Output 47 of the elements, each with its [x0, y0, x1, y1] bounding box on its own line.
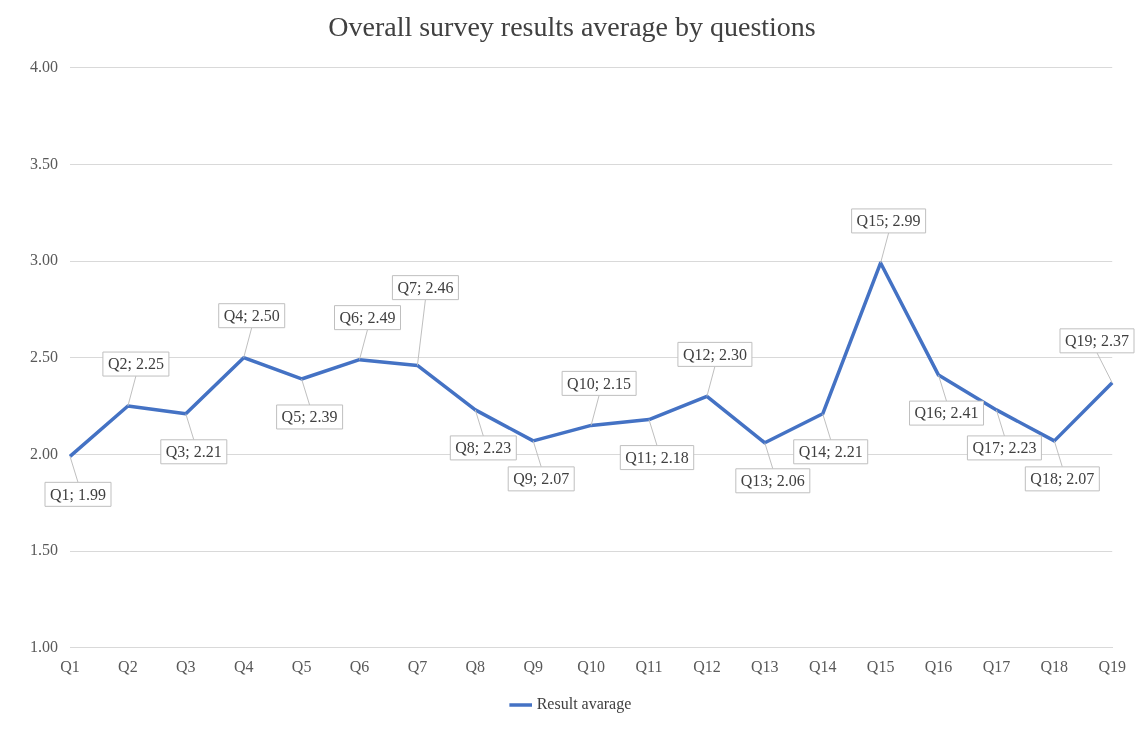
data-label: Q15; 2.99 [856, 212, 921, 230]
y-tick-label: 3.50 [30, 154, 58, 172]
x-tick-label: Q19 [1098, 657, 1126, 675]
data-label: Q7; 2.46 [397, 278, 454, 296]
data-label: Q14; 2.21 [798, 442, 863, 460]
data-label: Q6; 2.49 [339, 308, 396, 326]
x-tick-label: Q5 [291, 657, 312, 675]
y-tick-label: 1.50 [30, 541, 58, 559]
data-label: Q11; 2.18 [625, 448, 689, 466]
data-label: Q5; 2.39 [281, 408, 338, 426]
x-tick-label: Q3 [176, 657, 196, 675]
data-label: Q10; 2.15 [567, 374, 632, 392]
x-tick-label: Q1 [60, 657, 80, 675]
x-tick-label: Q9 [523, 657, 543, 675]
x-tick-label: Q16 [924, 657, 953, 675]
data-label: Q16; 2.41 [914, 404, 979, 422]
x-tick-label: Q7 [407, 657, 428, 675]
data-label: Q13; 2.06 [740, 472, 805, 489]
data-label: Q18; 2.07 [1030, 470, 1095, 488]
x-tick-label: Q18 [1040, 657, 1069, 675]
legend-label: Result avarage [536, 695, 632, 714]
y-tick-label: 3.00 [30, 251, 58, 269]
x-tick-label: Q10 [577, 657, 605, 675]
chart-title: Overall survey results average by questions [328, 11, 816, 43]
data-label: Q17; 2.23 [972, 439, 1037, 457]
data-label: Q9; 2.07 [513, 470, 570, 488]
x-tick-label: Q8 [465, 657, 486, 675]
x-tick-label: Q4 [233, 657, 254, 675]
x-tick-label: Q2 [118, 657, 138, 675]
x-tick-label: Q6 [349, 657, 370, 675]
data-label: Q3; 2.21 [165, 442, 222, 460]
x-tick-label: Q12 [693, 657, 721, 675]
data-label: Q12; 2.30 [682, 345, 747, 363]
x-tick-label: Q13 [751, 657, 779, 675]
x-tick-label: Q11 [635, 657, 663, 675]
y-tick-label: 2.50 [30, 347, 58, 365]
y-tick-label: 1.00 [30, 638, 58, 655]
x-tick-label: Q17 [982, 657, 1011, 675]
x-tick-label: Q14 [808, 657, 837, 675]
x-tick-label: Q15 [866, 657, 895, 675]
data-label: Q2; 2.25 [107, 355, 164, 373]
y-tick-label: 4.00 [30, 57, 58, 75]
data-label: Q19; 2.37 [1065, 332, 1129, 350]
data-label: Q8; 2.23 [455, 439, 512, 457]
data-label: Q4; 2.50 [223, 306, 280, 324]
data-label: Q1; 1.99 [50, 485, 106, 503]
y-tick-label: 2.00 [30, 444, 58, 462]
